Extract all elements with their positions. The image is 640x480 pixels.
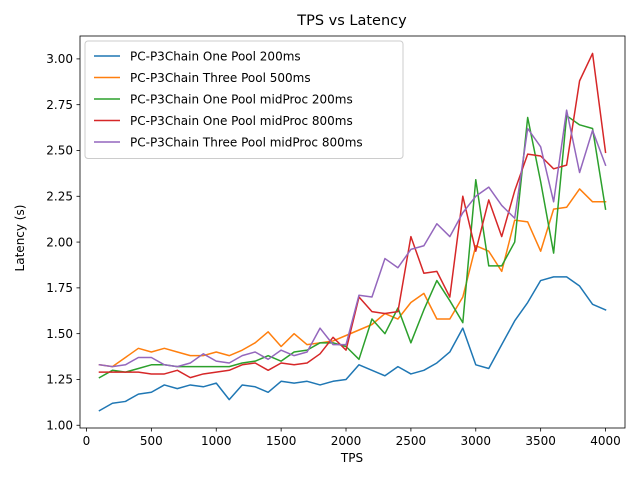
chart-title: TPS vs Latency <box>296 13 407 29</box>
y-tick-label: 2.25 <box>46 189 73 203</box>
legend-label-1: PC-P3Chain One Pool 200ms <box>130 49 301 63</box>
y-tick-label: 1.75 <box>46 281 73 295</box>
x-tick-label: 3000 <box>461 434 492 448</box>
x-tick-label: 2500 <box>396 434 427 448</box>
series-line-2 <box>98 188 607 368</box>
x-tick-label: 1000 <box>201 434 232 448</box>
y-tick-label: 3.00 <box>46 52 73 66</box>
legend-box <box>84 40 404 159</box>
x-axis-title: TPS <box>340 451 363 465</box>
y-tick-label: 1.50 <box>46 327 73 341</box>
series-line-5 <box>98 109 607 368</box>
y-tick-label: 1.25 <box>46 373 73 387</box>
series-line-1 <box>98 276 607 412</box>
x-tick-label: 4000 <box>590 434 621 448</box>
y-tick-label: 1.00 <box>46 418 73 432</box>
y-tick-label: 2.00 <box>46 235 73 249</box>
plot-frame <box>79 35 626 429</box>
legend-label-3: PC-P3Chain One Pool midProc 200ms <box>130 92 353 106</box>
x-tick-label: 0 <box>83 434 91 448</box>
legend-label-5: PC-P3Chain Three Pool midProc 800ms <box>130 135 363 149</box>
plot-area: 0 500 1000 1500 2000 2500 3000 3500 4000 1.00 1.25… <box>46 35 626 448</box>
x-tick-label: 2000 <box>331 434 362 448</box>
x-tick-label: 3500 <box>525 434 556 448</box>
x-tick-label: 1500 <box>266 434 297 448</box>
legend-label-4: PC-P3Chain One Pool midProc 800ms <box>130 114 353 128</box>
x-tick-label: 500 <box>140 434 163 448</box>
y-tick-label: 2.75 <box>46 98 73 112</box>
y-axis-title: Latency (s) <box>13 205 27 272</box>
y-tick-label: 2.50 <box>46 144 73 158</box>
legend: PC-P3Chain One Pool 200ms PC-P3Chain Thre… <box>84 40 404 159</box>
series-line-3 <box>98 114 607 379</box>
legend-label-2: PC-P3Chain Three Pool 500ms <box>130 71 311 85</box>
